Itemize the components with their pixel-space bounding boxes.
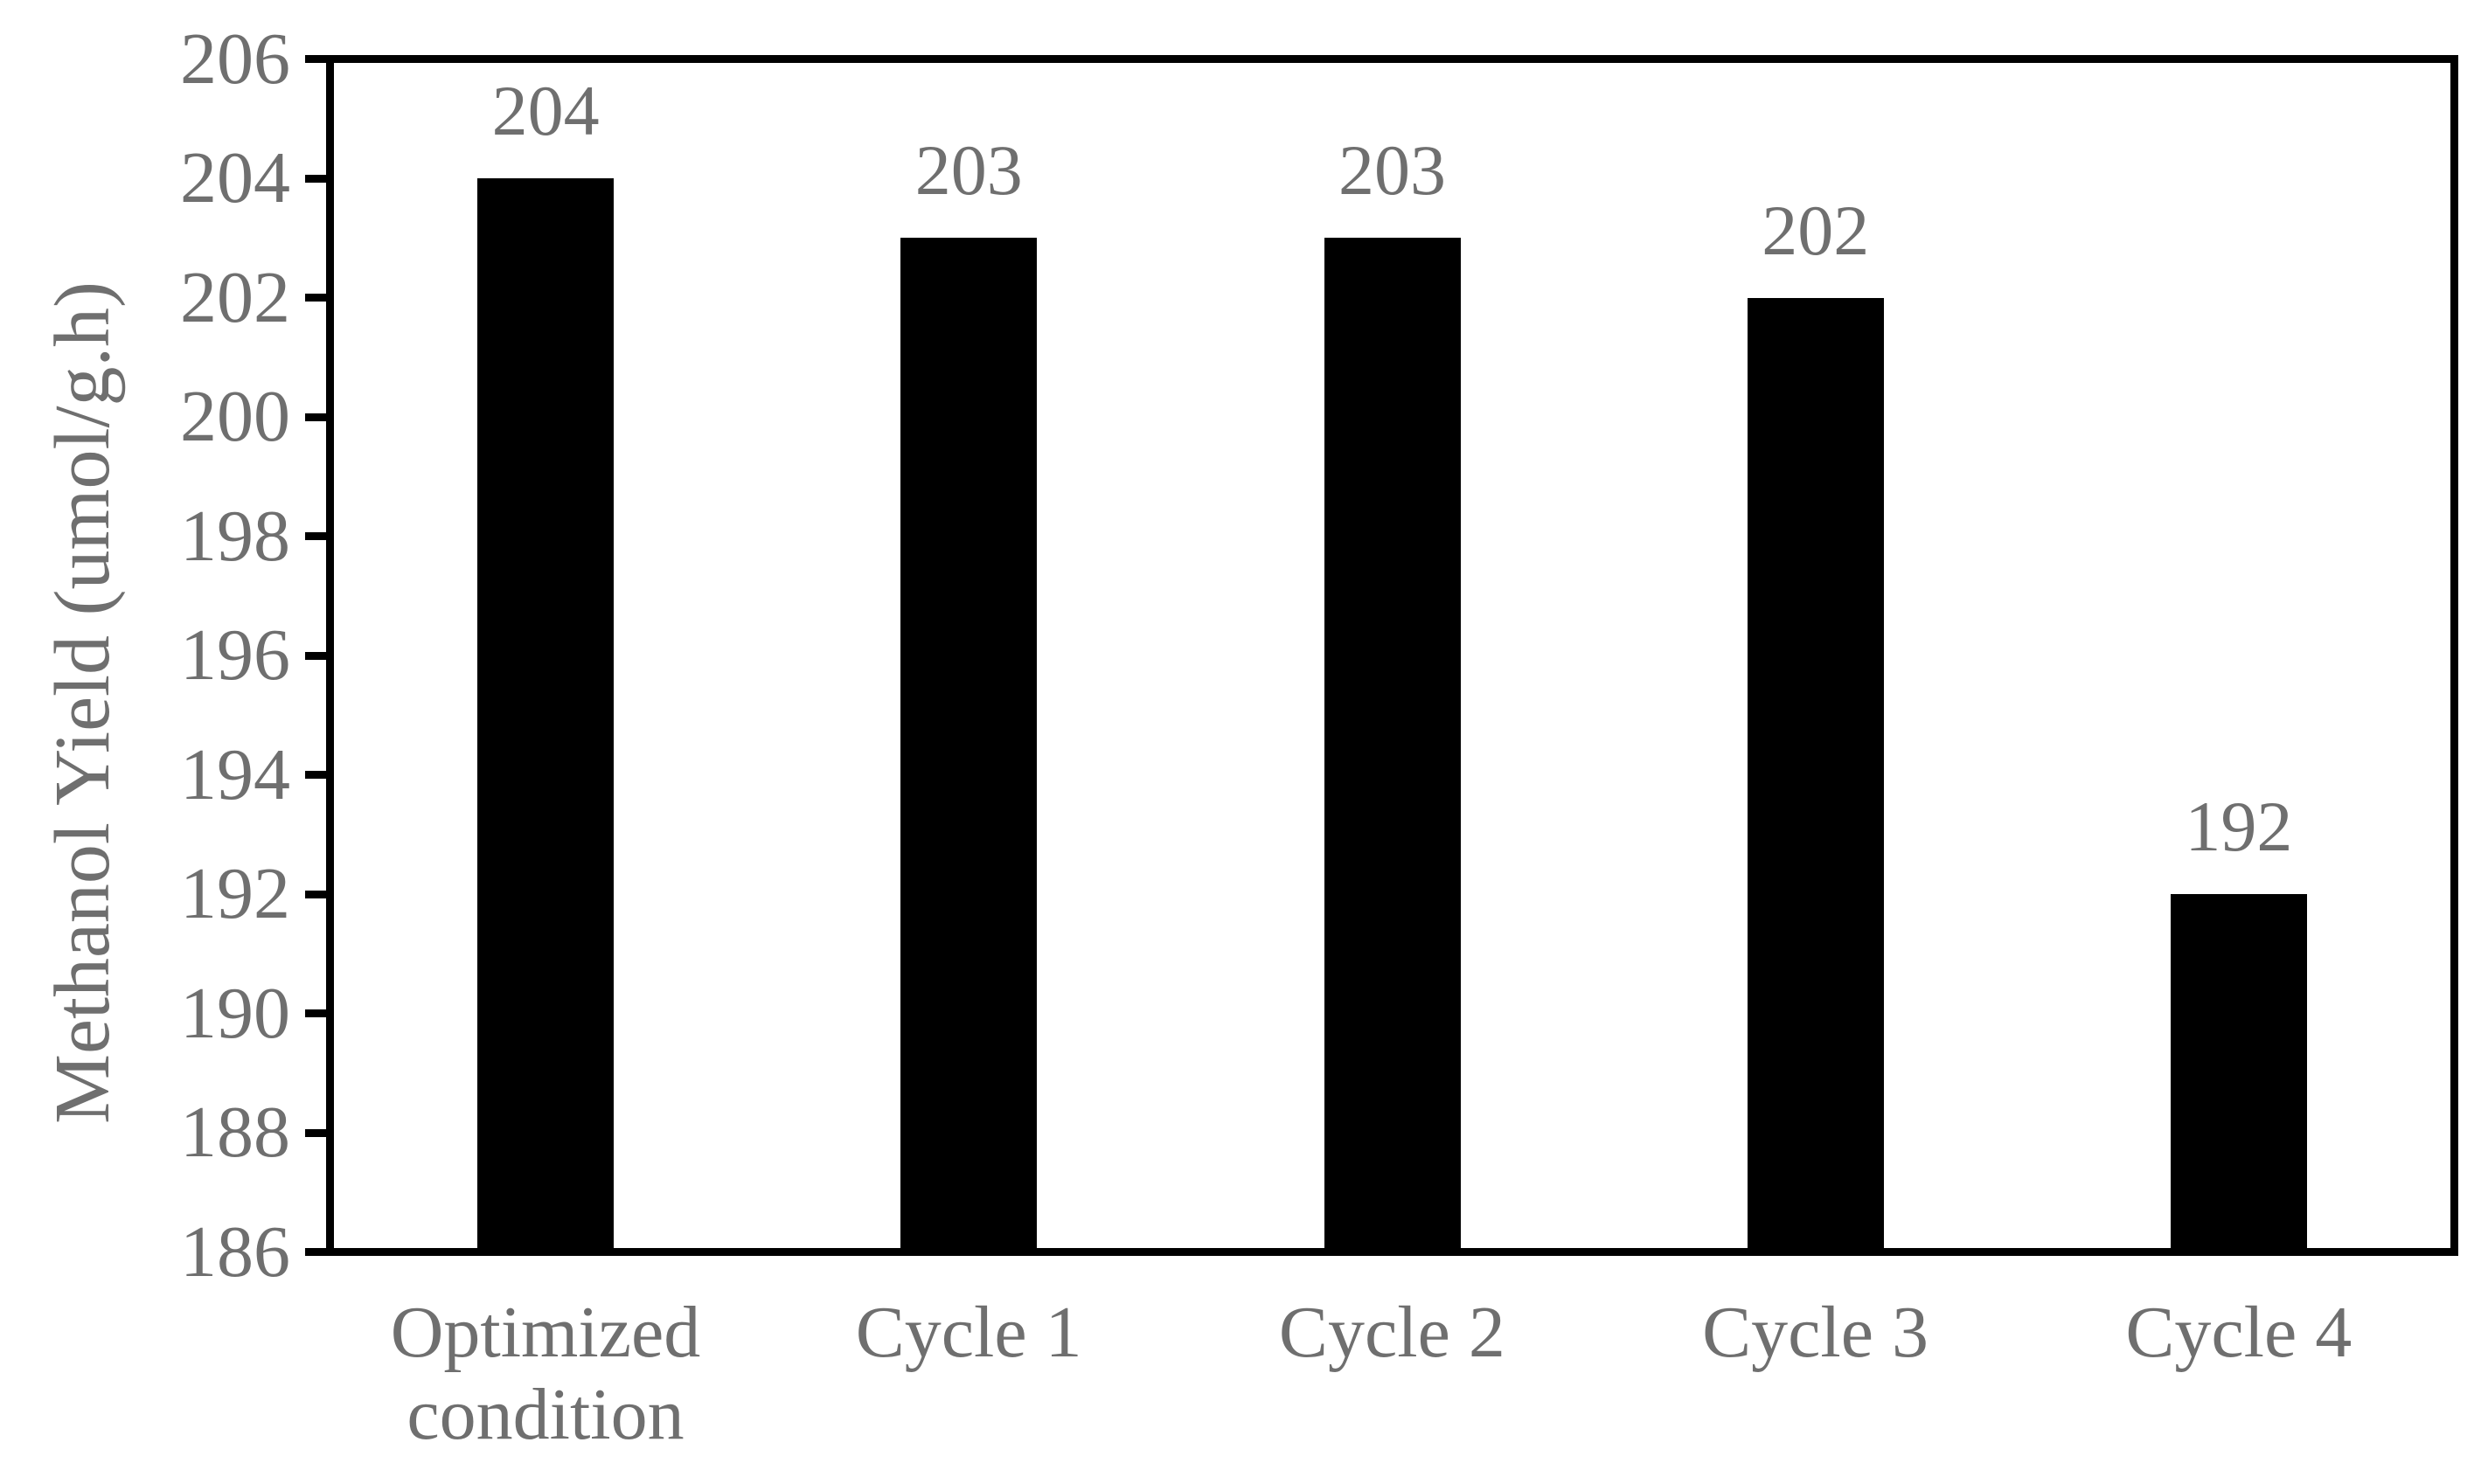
bar-2: [900, 238, 1038, 1248]
y-tick-label: 186: [180, 1210, 290, 1293]
y-tick-mark: [305, 651, 326, 660]
bar-value-label: 202: [1762, 190, 1870, 270]
y-tick-mark: [305, 174, 326, 183]
x-tick-label: Cycle 1: [855, 1292, 1082, 1373]
y-tick-mark: [305, 413, 326, 421]
y-tick-label: 196: [180, 614, 290, 696]
bar-value-label: 203: [914, 130, 1023, 211]
bar-value-label: 204: [491, 71, 600, 150]
y-tick-mark: [305, 890, 326, 898]
y-tick-mark: [305, 1009, 326, 1017]
y-tick-label: 192: [180, 853, 290, 934]
y-tick-mark: [305, 771, 326, 779]
bar-value-label: 192: [2185, 787, 2293, 866]
bar-3: [1324, 238, 1461, 1248]
y-tick-mark: [305, 1128, 326, 1137]
y-tick-mark: [305, 1248, 326, 1256]
y-tick-label: 190: [180, 972, 290, 1054]
bar-4: [1747, 297, 1884, 1248]
y-tick-label: 204: [180, 137, 290, 218]
bar-1: [477, 178, 615, 1248]
x-tick-label: Optimized condition: [390, 1292, 701, 1455]
x-tick-label: Cycle 3: [1702, 1292, 1929, 1373]
y-tick-label: 200: [180, 376, 290, 457]
y-tick-label: 194: [180, 733, 290, 815]
x-tick-label: Cycle 2: [1278, 1292, 1505, 1373]
y-tick-label: 188: [180, 1092, 290, 1173]
y-tick-label: 202: [180, 256, 290, 338]
y-tick-label: 206: [180, 17, 290, 100]
y-tick-mark: [305, 532, 326, 540]
bar-value-label: 203: [1338, 130, 1446, 211]
x-tick-label: Cycle 4: [2125, 1292, 2352, 1373]
y-tick-mark: [305, 55, 326, 63]
bar-5: [2170, 894, 2307, 1248]
y-tick-label: 198: [180, 495, 290, 577]
y-tick-mark: [305, 294, 326, 302]
